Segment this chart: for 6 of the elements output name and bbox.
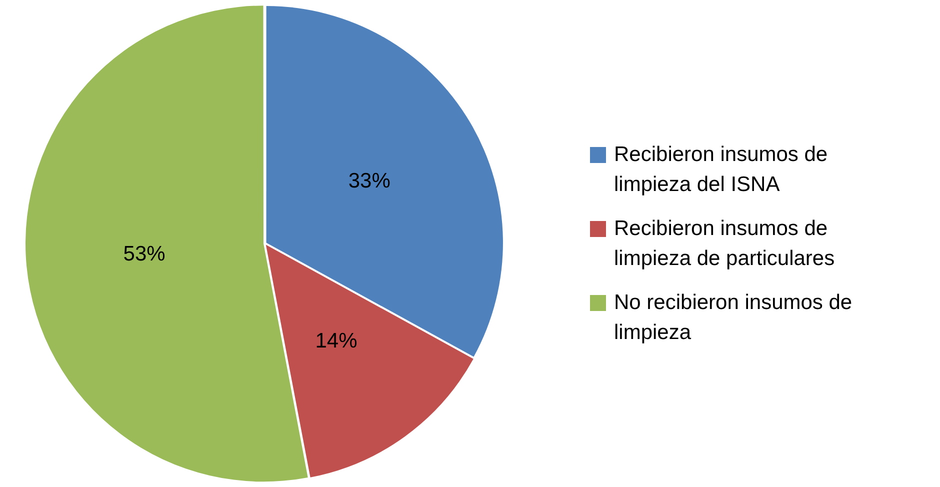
legend-label: No recibieron insumos de limpieza [614,290,854,346]
data-label: 33% [348,170,390,193]
data-label: 53% [123,242,166,266]
legend-label: Recibieron insumos de limpieza del ISNA [614,142,829,198]
legend-label: Recibieron insumos de limpieza de particulares [614,216,836,272]
data-label: 14% [315,329,358,352]
